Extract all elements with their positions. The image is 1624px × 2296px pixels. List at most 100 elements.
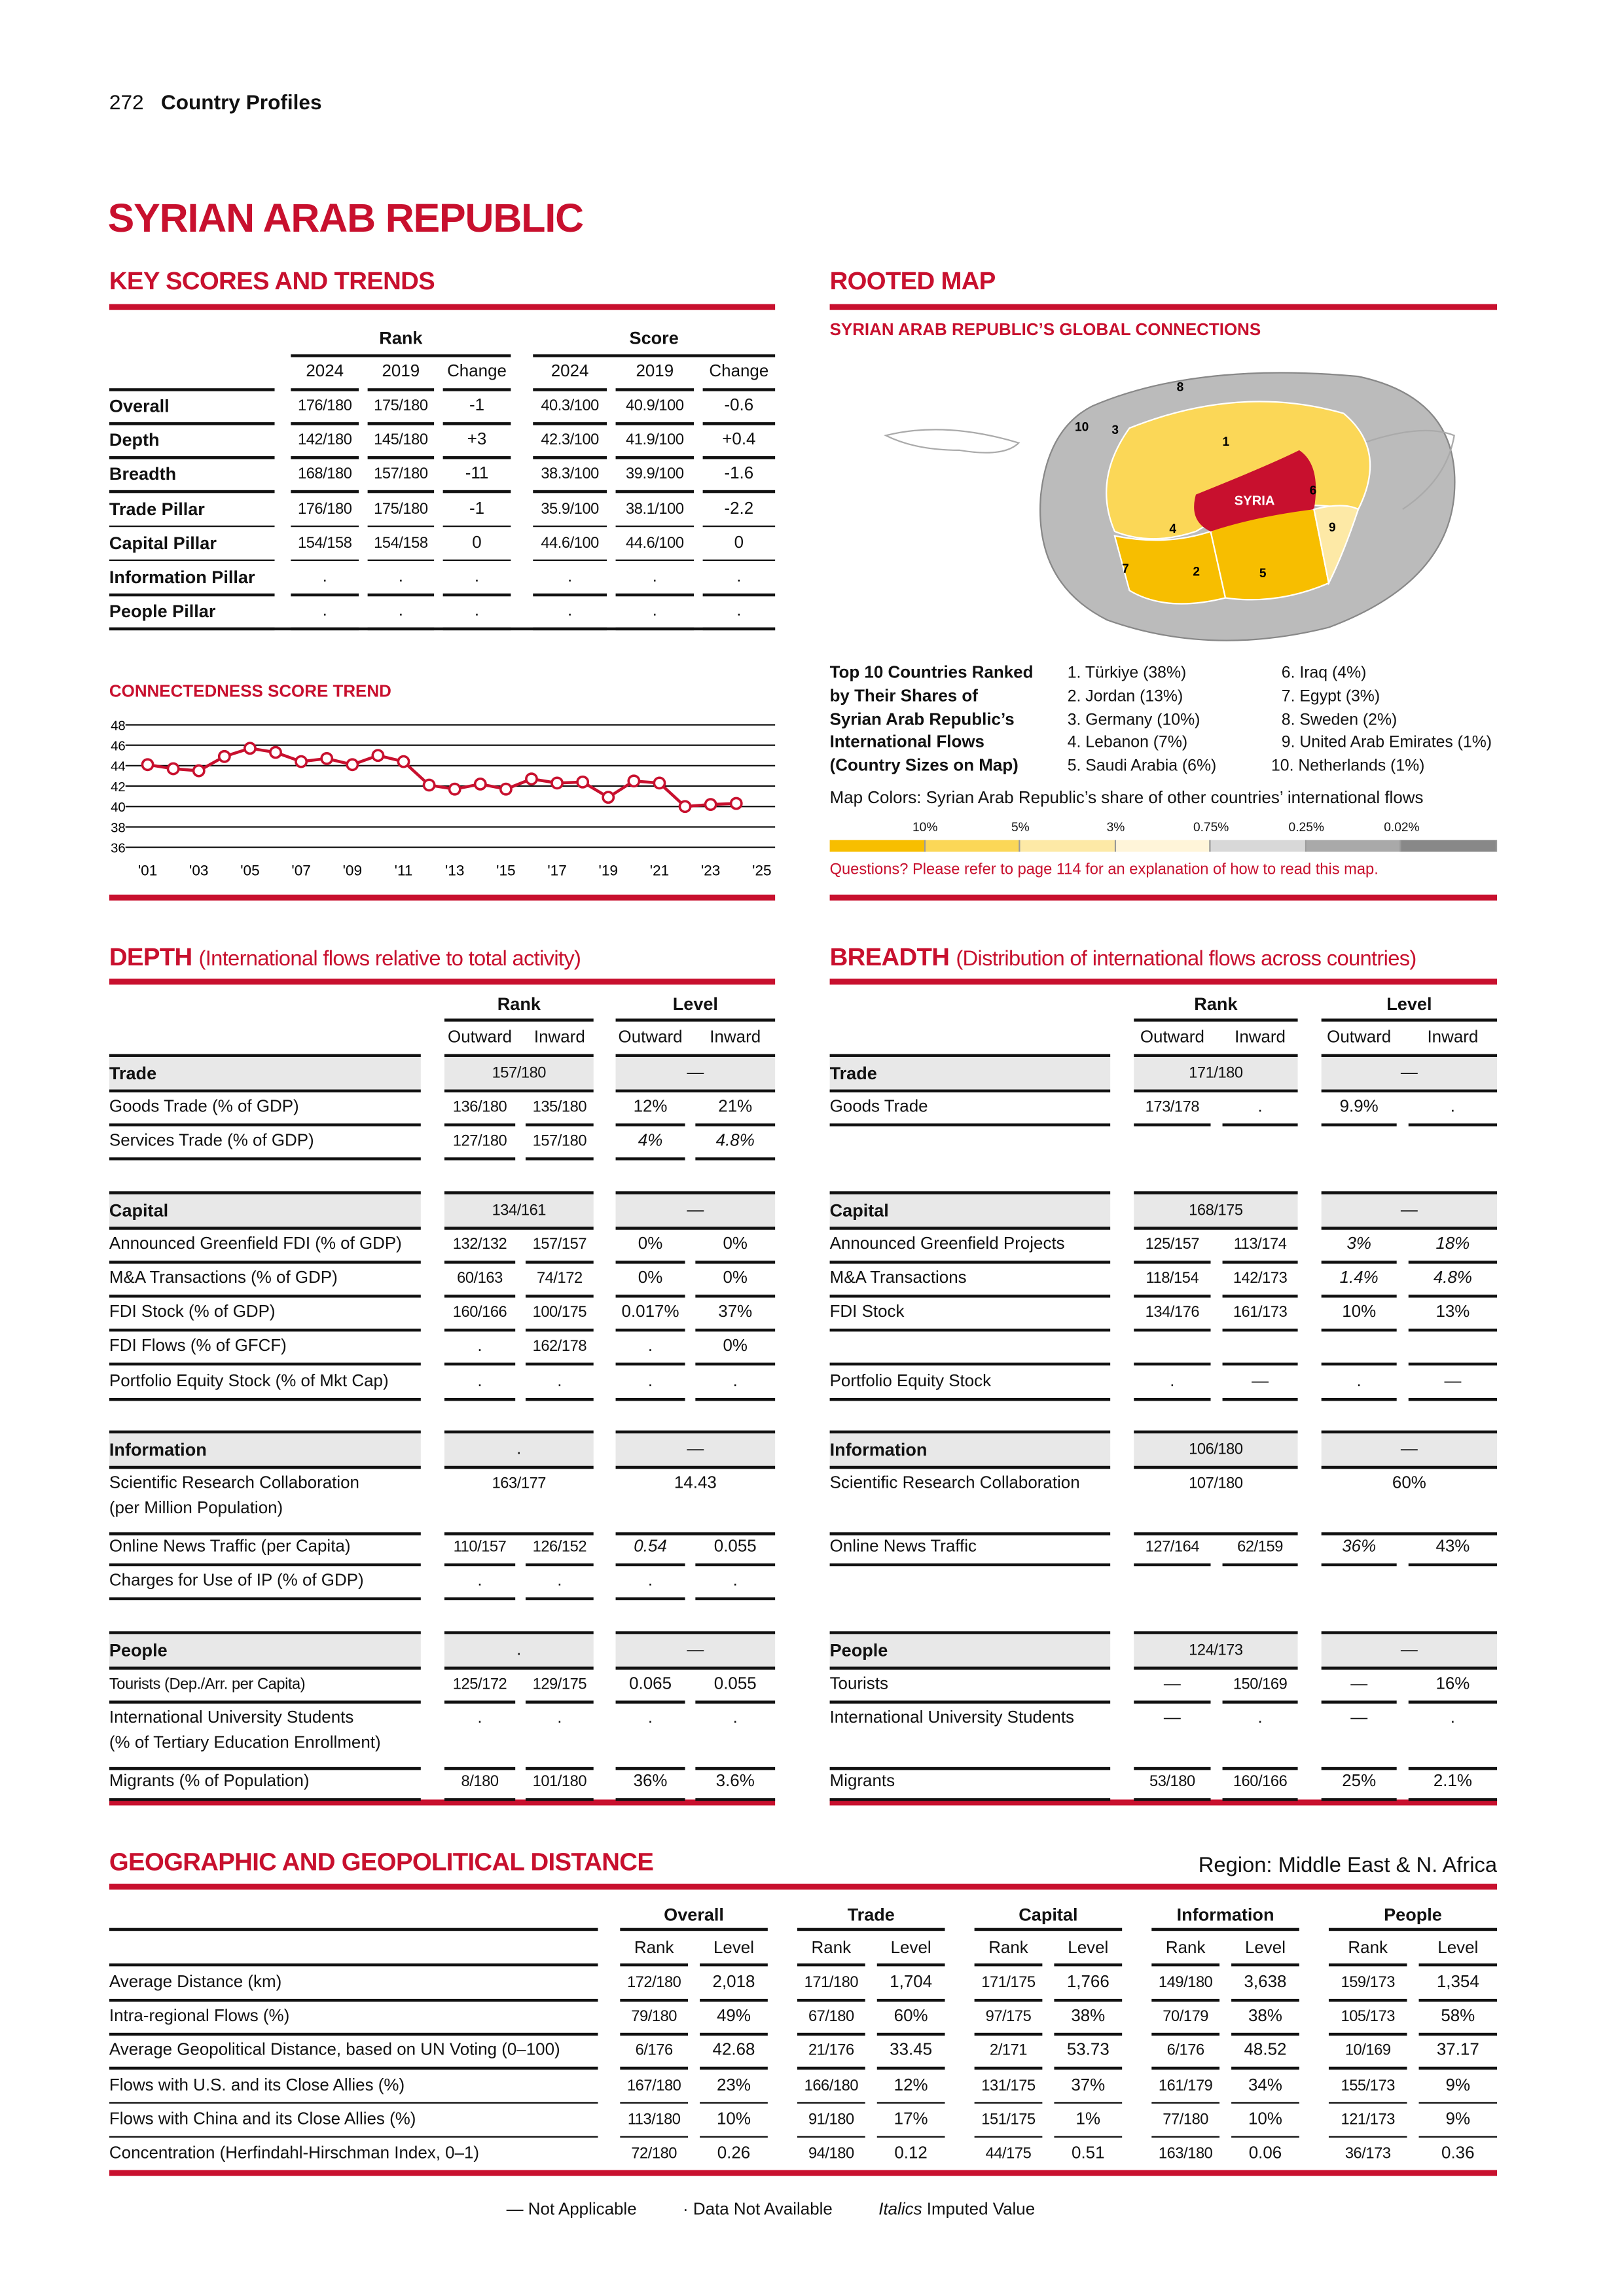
y-tick-label: 38 <box>111 821 126 835</box>
table-cell: — <box>1350 1709 1368 1727</box>
table-cell: 12% <box>633 1098 668 1117</box>
table-cell: -1 <box>469 397 485 415</box>
table-cell: 97/175 <box>985 2007 1032 2026</box>
table-cell: — <box>1163 1675 1181 1694</box>
data-point <box>192 764 206 778</box>
table-cell: 0 <box>472 534 482 552</box>
table-cell: . <box>398 568 403 586</box>
rule <box>291 422 359 425</box>
table-cell: 6/176 <box>1166 2042 1204 2060</box>
table-cell: 161/173 <box>1233 1303 1288 1321</box>
merged-level: — <box>687 1064 704 1083</box>
geo-subcol-header: Rank <box>1348 1939 1388 1958</box>
rooted-map: SYRIA 1 2 3 4 5 6 7 8 9 10 <box>884 372 1456 641</box>
table-cell: 3,638 <box>1244 1973 1287 1992</box>
table-cell: . <box>477 1372 482 1391</box>
rule <box>829 1666 1111 1670</box>
rule <box>1321 1700 1397 1703</box>
group-top-rule <box>444 1631 594 1634</box>
table-cell: 74/172 <box>536 1269 583 1287</box>
rule <box>876 2101 945 2104</box>
rule <box>442 456 511 459</box>
table-cell: 0.055 <box>713 1675 757 1694</box>
rule <box>367 593 435 596</box>
rule <box>109 1261 421 1263</box>
scale-label: 3% <box>1106 819 1125 834</box>
rule <box>1134 1397 1211 1401</box>
merged-rank: 107/180 <box>1189 1475 1243 1493</box>
group-row-band <box>109 1431 421 1466</box>
rule <box>442 593 511 596</box>
table-cell: 38.1/100 <box>626 499 684 518</box>
data-point <box>602 791 615 804</box>
rule <box>695 1700 776 1703</box>
page-title: SYRIAN ARAB REPUBLIC <box>107 196 584 241</box>
row-label: Capital Pillar <box>109 532 217 554</box>
column-header: Outward <box>1327 1029 1392 1047</box>
geo-group-header: Trade <box>847 1904 895 1926</box>
rule <box>1134 1328 1211 1331</box>
rule <box>533 525 607 528</box>
rule <box>1134 1532 1298 1535</box>
rule <box>797 2067 865 2070</box>
page-number: 272 <box>109 90 144 114</box>
rule <box>695 1362 776 1365</box>
rule <box>615 422 695 425</box>
map-number-label: 9 <box>1329 521 1336 535</box>
divider <box>109 304 776 310</box>
rule <box>444 1563 516 1566</box>
x-tick-label: '07 <box>291 863 310 879</box>
rule <box>444 1666 594 1670</box>
row-label: Announced Greenfield Projects <box>829 1235 1065 1253</box>
rule <box>876 1998 945 2001</box>
table-cell: 127/164 <box>1145 1538 1200 1556</box>
table-cell: . <box>647 1572 653 1590</box>
table-cell: . <box>477 1709 482 1727</box>
rule <box>1134 1123 1211 1126</box>
table-cell: 0% <box>638 1235 663 1253</box>
table-cell: 160/166 <box>1233 1772 1288 1791</box>
table-cell: 41.9/100 <box>626 431 684 450</box>
rule <box>525 1597 594 1600</box>
group-row-band <box>109 1193 421 1227</box>
table-cell: . <box>474 568 480 586</box>
table-cell: 43% <box>1435 1538 1470 1556</box>
group-top-rule <box>1134 1430 1298 1434</box>
column-header: Inward <box>1427 1029 1479 1047</box>
rule <box>615 1157 685 1160</box>
geo-subcol-header: Rank <box>1165 1939 1206 1958</box>
rule <box>829 1767 1111 1770</box>
rule <box>109 1123 421 1126</box>
data-point <box>217 749 231 763</box>
top10-list-2: 6. Iraq (4%) 7. Egypt (3%) 8. Sweden (2%… <box>1271 663 1492 780</box>
rule <box>444 1295 516 1297</box>
y-tick-label: 46 <box>111 740 126 754</box>
rank-group-header: Rank <box>379 327 423 349</box>
y-tick-label: 42 <box>111 780 126 795</box>
row-label-2: (per Million Population) <box>109 1499 283 1518</box>
rule <box>797 1998 865 2001</box>
rule <box>1151 2067 1220 2070</box>
divider <box>829 1799 1498 1806</box>
rule <box>109 2101 598 2104</box>
rule <box>615 1597 685 1600</box>
rule <box>1321 1532 1498 1535</box>
table-cell: 135/180 <box>532 1098 587 1117</box>
table-cell: . <box>647 1372 653 1391</box>
table-cell: 12% <box>893 2076 928 2094</box>
table-cell: 134/176 <box>1145 1303 1200 1321</box>
rule <box>1321 1089 1498 1092</box>
geo-subcol-header: Level <box>890 1939 931 1958</box>
map-number-label: 4 <box>1169 522 1176 536</box>
imputed-label: Imputed Value <box>926 2200 1036 2219</box>
column-header: Change <box>709 363 769 381</box>
x-tick-label: '13 <box>445 863 464 879</box>
rule <box>291 388 359 391</box>
rule <box>367 422 435 425</box>
group-top-rule <box>615 1631 776 1634</box>
rule <box>1134 1465 1298 1469</box>
table-cell: +3 <box>467 431 487 450</box>
rule <box>1134 1089 1298 1092</box>
table-cell: 10% <box>1248 2110 1282 2128</box>
table-cell: 157/180 <box>374 465 428 484</box>
